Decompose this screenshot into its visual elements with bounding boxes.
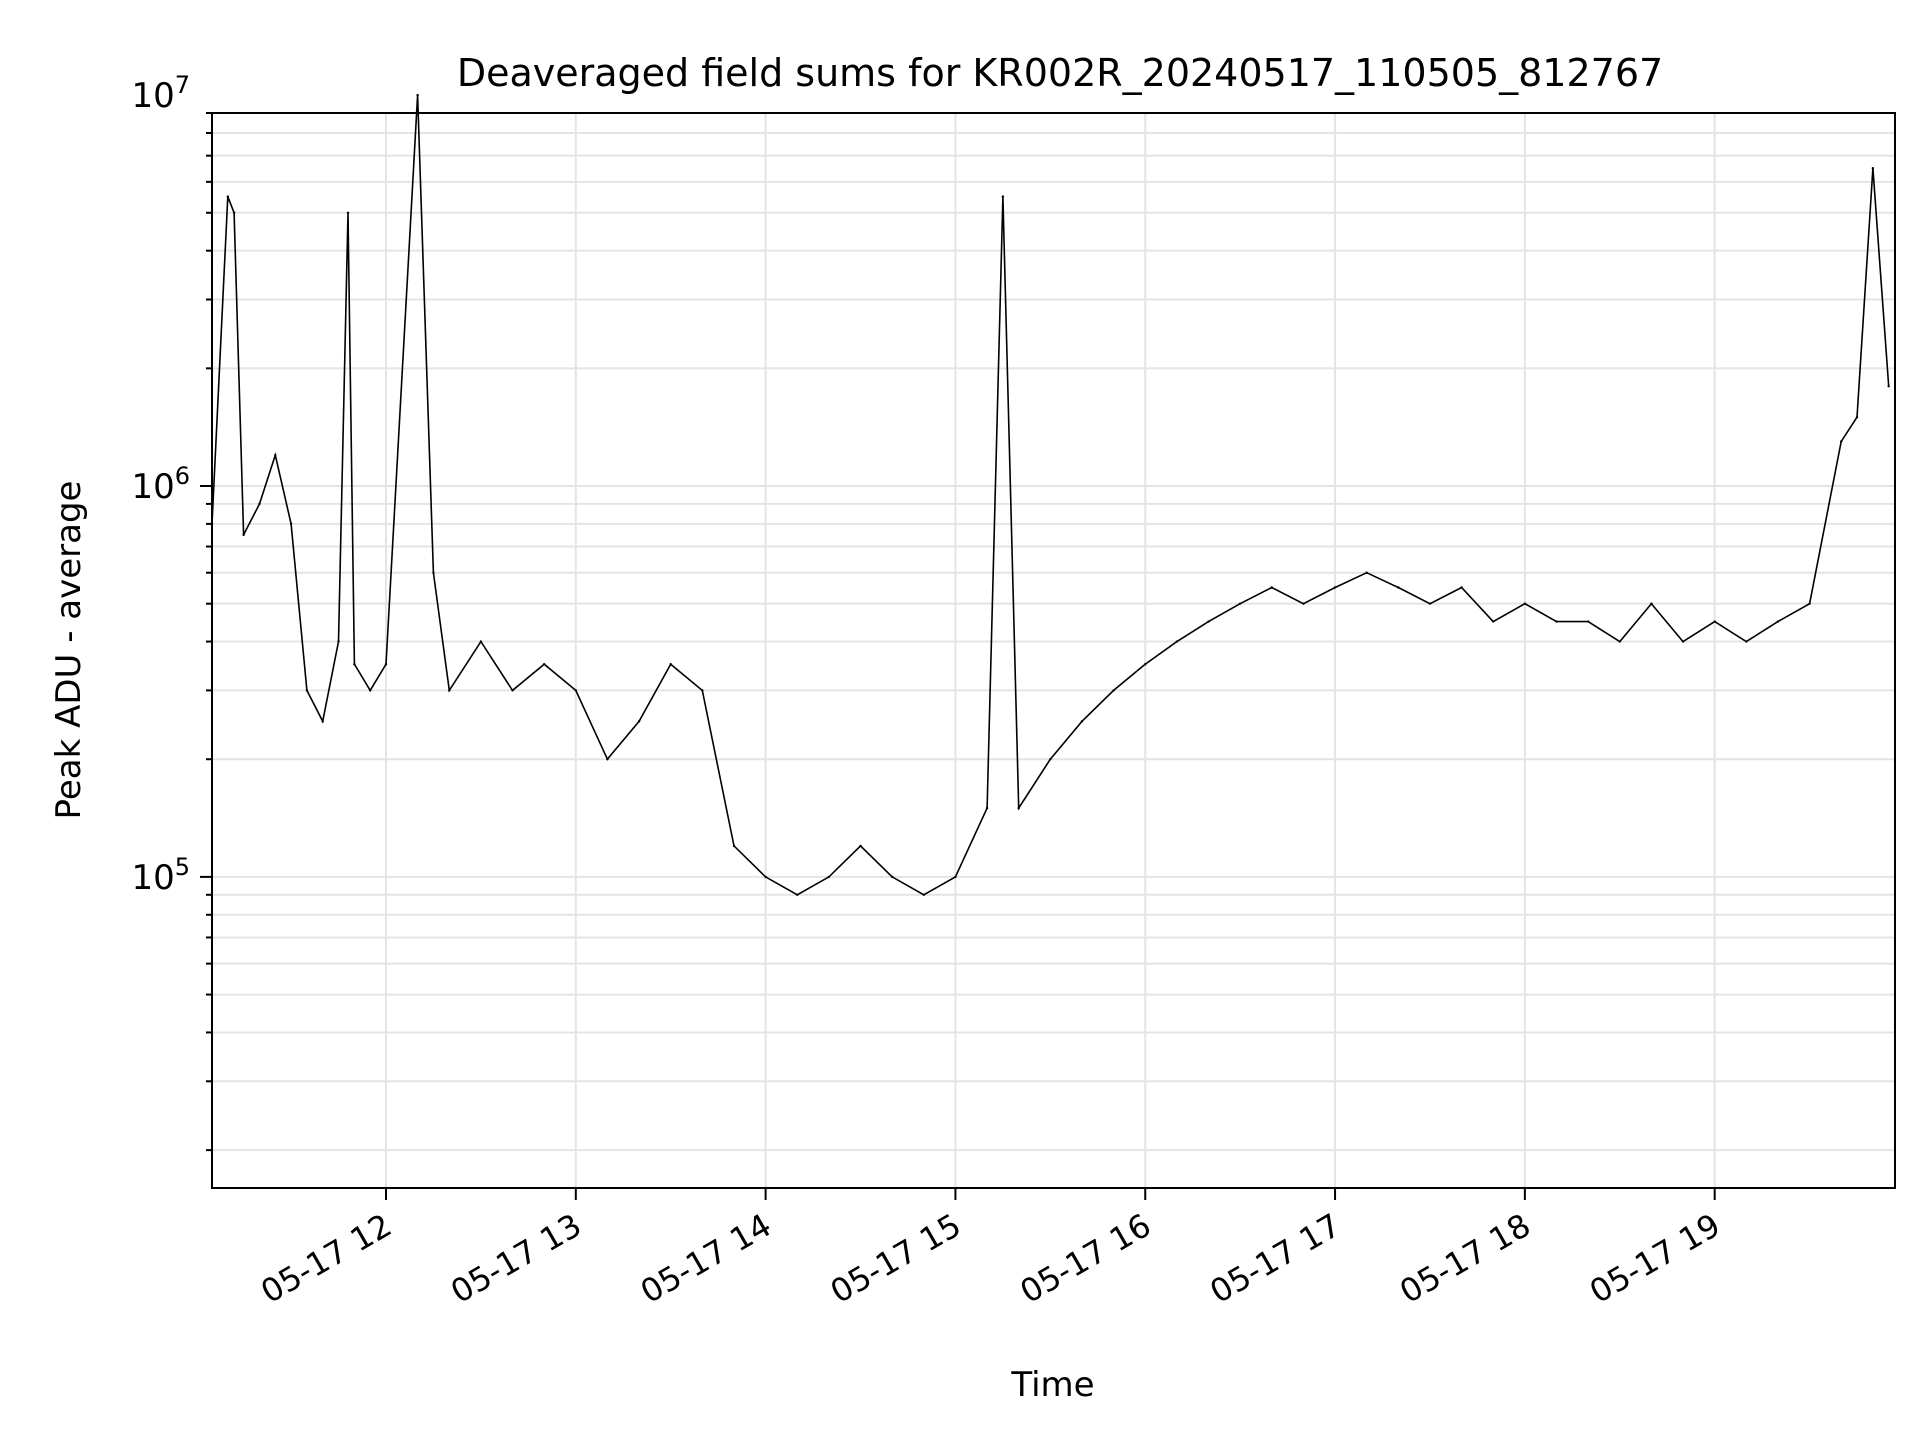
data-point [1808, 602, 1811, 605]
y-tick-base: 10 [131, 467, 174, 507]
y-tick-label: 107 [131, 71, 190, 116]
y-tick-base: 10 [131, 76, 174, 116]
data-point [368, 689, 372, 692]
data-point [1049, 758, 1052, 761]
data-point [1112, 689, 1115, 692]
data-point [1492, 620, 1495, 623]
data-point [1144, 663, 1147, 666]
data-point [1555, 620, 1558, 623]
data-point [448, 689, 451, 692]
y-tick-exponent: 6 [175, 462, 190, 490]
x-tick-label: 05-17 12 [254, 1206, 398, 1311]
data-point [859, 844, 862, 848]
data-point [511, 689, 514, 692]
data-point [1175, 640, 1179, 643]
data-point [1001, 195, 1005, 198]
data-point [1713, 620, 1716, 623]
data-point [346, 211, 350, 214]
data-point [542, 663, 546, 666]
data-point [1365, 571, 1368, 574]
data-point [606, 758, 609, 761]
x-tick-label: 05-17 13 [444, 1206, 588, 1311]
data-trace [210, 93, 1890, 896]
data-point [922, 893, 925, 896]
data-point [274, 453, 277, 457]
y-tick-label: 106 [131, 462, 190, 507]
data-point [985, 806, 989, 810]
data-point [1428, 602, 1432, 605]
data-point [226, 195, 230, 198]
data-point [1238, 602, 1242, 605]
data-point [1586, 620, 1590, 623]
data-point [1270, 586, 1273, 589]
data-point [432, 571, 435, 574]
x-tick-label: 05-17 17 [1203, 1206, 1347, 1311]
x-tick-label: 05-17 19 [1583, 1206, 1727, 1311]
data-point [669, 663, 672, 666]
y-axis-label: Peak ADU - average [49, 481, 89, 820]
data-point [701, 689, 704, 692]
data-point [353, 663, 356, 666]
data-point [1871, 167, 1875, 170]
data-point [479, 640, 483, 643]
data-point [1207, 620, 1210, 623]
y-tick-exponent: 5 [175, 853, 190, 881]
data-point [1745, 640, 1748, 643]
data-point [890, 875, 894, 879]
data-point [1840, 440, 1843, 443]
data-point [1776, 620, 1780, 623]
data-point [1397, 586, 1400, 589]
data-point [1302, 602, 1305, 605]
chart-title: Deaveraged field sums for KR002R_2024051… [457, 51, 1663, 95]
data-point [384, 663, 388, 666]
data-point [232, 211, 236, 214]
data-point [1460, 586, 1463, 589]
x-axis-ticks: 05-17 12 05-17 13 05-17 14 05-17 15 05-17 16… [254, 1188, 1727, 1311]
data-point [732, 844, 736, 848]
data-point [1855, 415, 1859, 419]
data-point [637, 720, 641, 723]
data-point [305, 689, 309, 692]
x-axis-label: Time [1010, 1365, 1094, 1405]
data-point [321, 720, 324, 723]
data-point [1080, 720, 1084, 723]
data-point [764, 875, 767, 879]
plot-frame [211, 112, 1896, 1189]
data-point [574, 689, 578, 692]
data-point [1017, 806, 1020, 810]
y-tick-base: 10 [131, 858, 174, 898]
data-point [258, 502, 261, 506]
data-point [1618, 640, 1621, 643]
grid-lines [212, 112, 1895, 1188]
data-point [827, 875, 831, 879]
data-point [1523, 602, 1527, 605]
data-point [337, 640, 340, 643]
data-point [242, 533, 245, 537]
series-line [211, 95, 1890, 896]
x-tick-label: 05-17 16 [1014, 1206, 1158, 1311]
data-point [1650, 602, 1653, 605]
data-point [1887, 385, 1890, 388]
data-point [416, 93, 419, 97]
y-tick-label: 105 [131, 853, 190, 898]
x-tick-label: 05-17 15 [824, 1206, 968, 1311]
data-point [1681, 640, 1685, 643]
data-point [954, 875, 957, 879]
x-tick-label: 05-17 14 [634, 1206, 778, 1311]
data-point [289, 522, 293, 526]
x-tick-label: 05-17 18 [1393, 1206, 1537, 1311]
y-tick-exponent: 7 [175, 71, 190, 99]
data-point [1333, 586, 1337, 589]
data-point [796, 893, 799, 896]
